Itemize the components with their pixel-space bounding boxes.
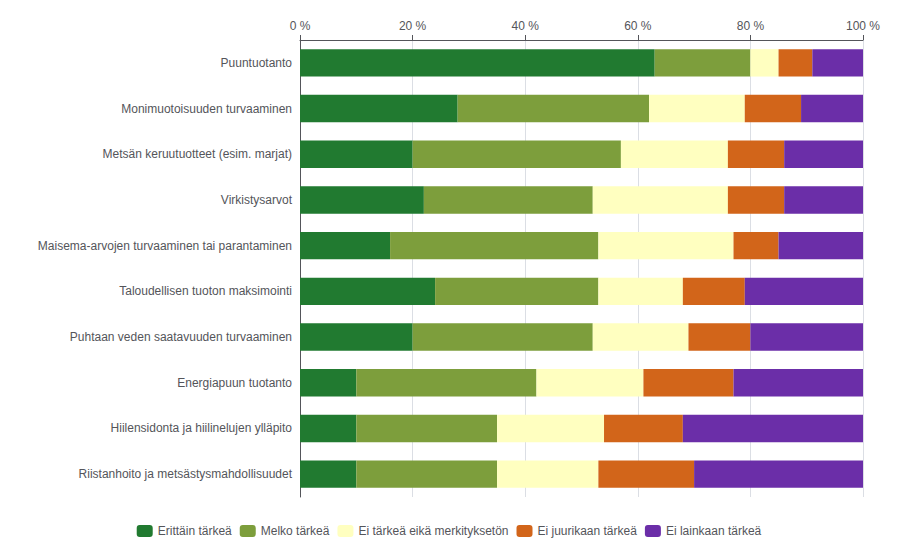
svg-text:40 %: 40 % bbox=[512, 19, 540, 33]
svg-text:Virkistysarvot: Virkistysarvot bbox=[221, 193, 293, 207]
svg-text:Puuntuotanto: Puuntuotanto bbox=[221, 56, 293, 70]
svg-text:0 %: 0 % bbox=[290, 19, 311, 33]
svg-text:Erittäin tärkeä: Erittäin tärkeä bbox=[158, 524, 232, 538]
svg-text:100 %: 100 % bbox=[846, 19, 880, 33]
svg-text:Puhtaan veden saatavuuden turv: Puhtaan veden saatavuuden turvaaminen bbox=[70, 330, 292, 344]
svg-text:20 %: 20 % bbox=[399, 19, 427, 33]
svg-text:Monimuotoisuuden turvaaminen: Monimuotoisuuden turvaaminen bbox=[121, 102, 292, 116]
svg-text:Ei lainkaan tärkeä: Ei lainkaan tärkeä bbox=[666, 524, 762, 538]
svg-text:Hiilensidonta ja hiilinelujen: Hiilensidonta ja hiilinelujen ylläpito bbox=[111, 421, 293, 435]
svg-text:60 %: 60 % bbox=[624, 19, 652, 33]
svg-text:Maisema-arvojen turvaaminen ta: Maisema-arvojen turvaaminen tai parantam… bbox=[38, 239, 292, 253]
svg-text:Metsän keruutuotteet (esim. ma: Metsän keruutuotteet (esim. marjat) bbox=[103, 147, 292, 161]
svg-text:Energiapuun tuotanto: Energiapuun tuotanto bbox=[177, 376, 292, 390]
svg-text:Melko tärkeä: Melko tärkeä bbox=[261, 524, 330, 538]
svg-text:Ei juurikaan tärkeä: Ei juurikaan tärkeä bbox=[538, 524, 638, 538]
svg-text:Taloudellisen tuoton maksimoin: Taloudellisen tuoton maksimointi bbox=[119, 284, 292, 298]
svg-text:80 %: 80 % bbox=[737, 19, 765, 33]
svg-text:Ei tärkeä eikä merkityksetön: Ei tärkeä eikä merkityksetön bbox=[358, 524, 508, 538]
svg-text:Riistanhoito ja metsästysmahdo: Riistanhoito ja metsästysmahdollisuudet bbox=[79, 467, 293, 481]
